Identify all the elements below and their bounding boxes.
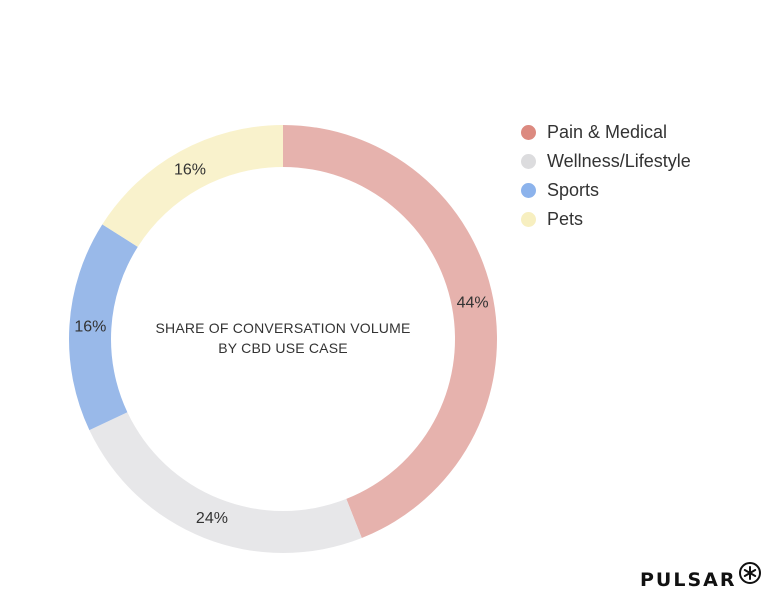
- donut-slice-pets: [102, 124, 283, 247]
- legend-label: Pets: [547, 209, 584, 229]
- donut-slice-sports: [69, 224, 138, 431]
- legend-swatch: [521, 183, 536, 198]
- legend-item-wellness-lifestyle: Wellness/Lifestyle: [521, 147, 691, 176]
- legend-swatch: [521, 212, 536, 227]
- legend-swatch: [521, 154, 536, 169]
- legend-item-pain-medical: Pain & Medical: [521, 118, 691, 147]
- slice-value-label: 16%: [74, 318, 106, 335]
- chart-title-line-2: BY CBD USE CASE: [218, 340, 348, 356]
- legend-label: Pain & Medical: [547, 122, 668, 142]
- legend-item-pets: Pets: [521, 205, 691, 234]
- donut-slice-wellness-lifestyle: [89, 412, 362, 553]
- slice-value-label: 16%: [174, 161, 206, 178]
- chart-title-line-1: SHARE OF CONVERSATION VOLUME: [155, 320, 411, 336]
- legend-label: Wellness/Lifestyle: [547, 151, 691, 171]
- donut-slice-pain-medical: [283, 125, 497, 538]
- chart-legend: Pain & Medical Wellness/Lifestyle Sports…: [521, 118, 691, 234]
- slice-value-label: 44%: [457, 294, 489, 311]
- brand-name: PULSAR: [640, 569, 737, 591]
- legend-label: Sports: [547, 180, 600, 200]
- legend-swatch: [521, 125, 536, 140]
- chart-title: SHARE OF CONVERSATION VOLUME BY CBD USE …: [133, 318, 433, 358]
- pulsar-logo: PULSAR: [640, 562, 762, 598]
- legend-item-sports: Sports: [521, 176, 691, 205]
- slice-value-label: 24%: [196, 510, 228, 527]
- asterisk-circle-icon: [739, 562, 762, 584]
